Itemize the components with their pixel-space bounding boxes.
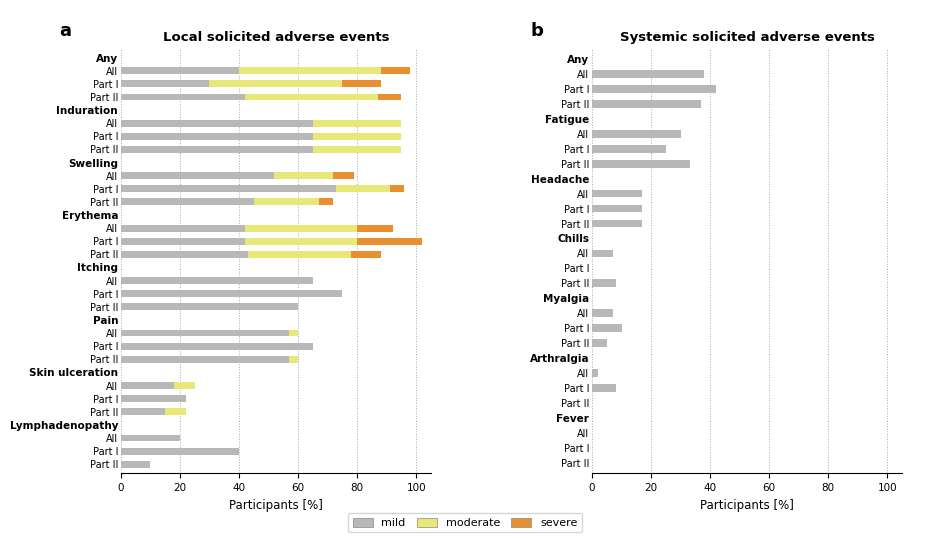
Bar <box>312 146 402 153</box>
Bar <box>352 251 380 258</box>
Bar <box>592 279 616 287</box>
Bar <box>289 356 298 363</box>
Bar <box>380 67 410 74</box>
Bar <box>378 94 402 101</box>
Bar <box>121 120 312 126</box>
Bar <box>121 172 274 179</box>
Bar <box>245 225 357 231</box>
Bar <box>319 199 334 206</box>
Bar <box>592 309 613 317</box>
Bar <box>166 408 186 415</box>
Bar <box>592 324 621 332</box>
Bar <box>121 408 166 415</box>
Bar <box>121 461 151 468</box>
Bar <box>592 100 701 108</box>
Bar <box>274 172 334 179</box>
Bar <box>245 238 357 245</box>
Bar <box>592 70 704 78</box>
Bar <box>121 251 248 258</box>
Bar <box>121 395 186 402</box>
Title: Systemic solicited adverse events: Systemic solicited adverse events <box>619 32 874 45</box>
Bar <box>592 339 607 347</box>
Bar <box>334 172 354 179</box>
Bar <box>248 251 352 258</box>
Bar <box>121 94 245 101</box>
Bar <box>337 186 390 192</box>
Bar <box>121 382 174 389</box>
Bar <box>289 330 298 336</box>
Bar <box>357 225 392 231</box>
Bar <box>121 435 179 442</box>
Bar <box>592 220 643 228</box>
Bar <box>121 277 312 284</box>
Bar <box>121 330 289 336</box>
Bar <box>121 186 337 192</box>
Text: a: a <box>59 22 71 40</box>
Bar <box>121 225 245 231</box>
Bar <box>592 145 666 153</box>
Bar <box>121 67 239 74</box>
Legend: mild, moderate, severe: mild, moderate, severe <box>348 513 582 533</box>
Bar <box>121 356 289 363</box>
Bar <box>121 238 245 245</box>
Bar <box>357 238 422 245</box>
Bar <box>312 133 402 140</box>
Text: b: b <box>530 22 543 40</box>
X-axis label: Participants [%]: Participants [%] <box>700 499 794 512</box>
Bar <box>174 382 194 389</box>
Bar <box>592 250 613 257</box>
Bar <box>121 133 312 140</box>
Bar <box>592 85 716 93</box>
Bar <box>342 80 380 87</box>
Bar <box>121 303 298 310</box>
Bar <box>121 291 342 297</box>
Bar <box>592 130 681 138</box>
Bar <box>239 67 380 74</box>
Bar <box>121 146 312 153</box>
Bar <box>245 94 378 101</box>
Bar <box>312 120 402 126</box>
Bar <box>390 186 405 192</box>
Bar <box>209 80 342 87</box>
X-axis label: Participants [%]: Participants [%] <box>229 499 323 512</box>
Bar <box>121 343 312 350</box>
Bar <box>592 190 643 197</box>
Bar <box>254 199 319 206</box>
Bar <box>121 199 254 206</box>
Bar <box>121 80 209 87</box>
Bar <box>121 448 239 455</box>
Bar <box>592 204 643 213</box>
Title: Local solicited adverse events: Local solicited adverse events <box>163 32 389 45</box>
Bar <box>592 160 689 167</box>
Bar <box>592 369 598 377</box>
Bar <box>592 384 616 392</box>
